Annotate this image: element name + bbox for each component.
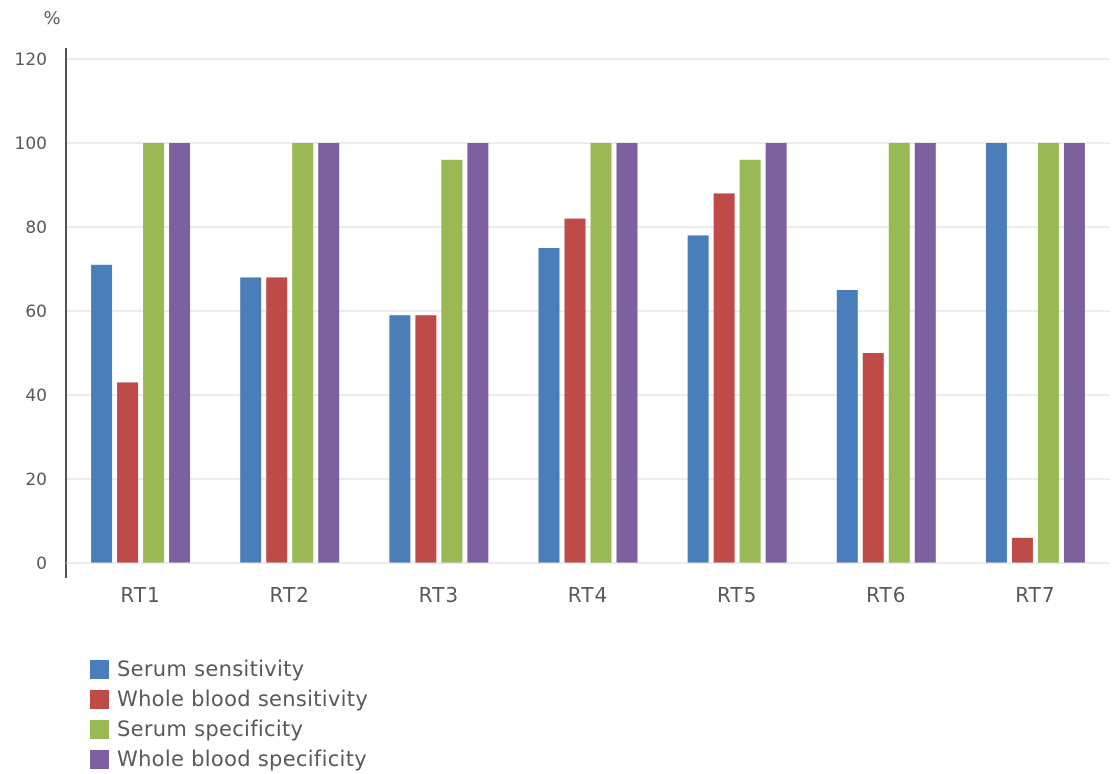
bar-chart: % 0 20 40 60 80 100 120 RT1 RT2 RT3 RT4 RT5 RT6 RT7	[15, 8, 1110, 607]
legend-label: Whole blood sensitivity	[117, 687, 369, 711]
bar-rt6-series-3	[888, 143, 910, 563]
bar-rt7-series-1	[985, 143, 1007, 563]
bar-rt2-series-3	[292, 143, 314, 563]
legend-item: Serum sensitivity	[90, 654, 368, 684]
bar-rt7-series-2	[1011, 537, 1033, 563]
y-tick-labels: 0 20 40 60 80 100 120	[15, 50, 47, 574]
bar-rt1-series-3	[143, 143, 165, 563]
y-tick-label: 100	[15, 134, 47, 154]
bar-rt5-series-1	[687, 235, 709, 563]
y-axis-unit-label: %	[43, 8, 60, 29]
bar-rt3-series-4	[467, 143, 489, 563]
y-tick-label: 40	[25, 386, 47, 406]
x-tick-labels: RT1 RT2 RT3 RT4 RT5 RT6 RT7	[120, 583, 1055, 607]
bar-rt2-series-2	[266, 277, 288, 563]
y-tick-label: 60	[25, 302, 47, 322]
bar-rt2-series-1	[240, 277, 262, 563]
bar-rt1-series-1	[91, 264, 113, 563]
legend-label: Serum sensitivity	[117, 657, 305, 681]
y-tick-label: 120	[15, 50, 47, 70]
bar-rt5-series-2	[713, 193, 735, 563]
bar-rt4-series-3	[590, 143, 612, 563]
bar-rt1-series-4	[169, 143, 191, 563]
bars	[91, 143, 1085, 564]
x-tick-label: RT5	[717, 583, 757, 607]
bar-rt6-series-1	[836, 290, 858, 563]
legend-label: Whole blood specificity	[117, 747, 367, 771]
bar-rt7-series-4	[1063, 143, 1085, 563]
legend-item: Whole blood specificity	[90, 744, 368, 774]
bar-rt3-series-1	[389, 315, 411, 563]
legend-label: Serum specificity	[117, 717, 304, 741]
x-tick-label: RT3	[419, 583, 459, 607]
chart-legend: Serum sensitivity Whole blood sensitivity…	[90, 654, 368, 774]
x-tick-label: RT2	[270, 583, 310, 607]
bar-rt1-series-2	[117, 382, 139, 563]
bar-rt4-series-2	[564, 218, 586, 563]
x-tick-label: RT4	[568, 583, 608, 607]
bar-rt2-series-4	[318, 143, 340, 563]
legend-swatch	[90, 659, 109, 679]
axes	[65, 48, 1110, 578]
bar-rt6-series-2	[862, 353, 884, 563]
x-tick-label: RT7	[1015, 583, 1055, 607]
legend-item: Serum specificity	[90, 714, 368, 744]
x-tick-label: RT6	[866, 583, 906, 607]
bar-rt4-series-4	[616, 143, 638, 563]
y-tick-label: 0	[36, 554, 47, 574]
gridlines	[66, 58, 1110, 480]
x-tick-label: RT1	[120, 583, 160, 607]
bar-rt7-series-3	[1037, 143, 1059, 563]
bar-rt5-series-4	[765, 143, 787, 563]
legend-swatch	[90, 689, 109, 709]
legend-swatch	[90, 749, 109, 769]
legend-item: Whole blood sensitivity	[90, 684, 368, 714]
y-tick-label: 20	[25, 470, 47, 490]
bar-rt5-series-3	[739, 159, 761, 564]
legend-swatch	[90, 719, 109, 739]
bar-rt4-series-1	[538, 248, 560, 563]
bar-rt6-series-4	[914, 143, 936, 563]
bar-rt3-series-3	[441, 159, 463, 564]
bar-rt3-series-2	[415, 315, 437, 563]
y-tick-label: 80	[25, 218, 47, 238]
